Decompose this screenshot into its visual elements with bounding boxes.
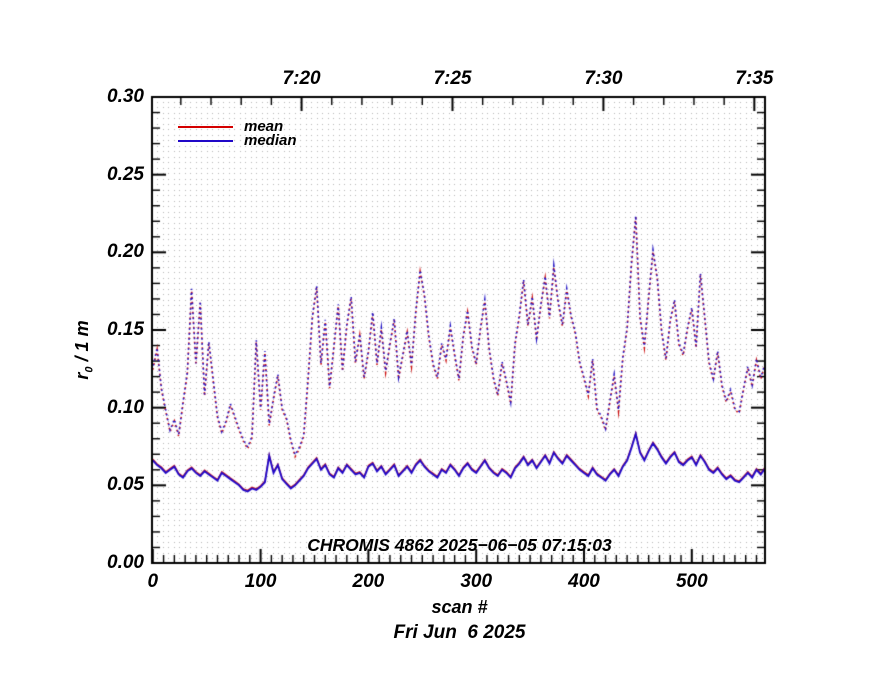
x-tick-label: 0 bbox=[147, 571, 159, 592]
x-axis-title: scan # bbox=[431, 597, 488, 617]
footer-date: Fri Jun 6 2025 bbox=[393, 622, 526, 643]
y-tick-label: 0.15 bbox=[107, 319, 144, 340]
x-tick-label: 100 bbox=[244, 571, 277, 592]
plot-annotation: CHROMIS 4862 2025−06−05 07:15:03 bbox=[307, 535, 612, 555]
y-axis-title-base: r bbox=[71, 372, 92, 380]
y-tick-label: 0.30 bbox=[107, 86, 144, 107]
legend-label-mean: mean bbox=[244, 118, 284, 135]
top-time-tick-label: 7:30 bbox=[584, 68, 623, 89]
y-tick-label: 0.25 bbox=[107, 163, 144, 185]
x-tick-label: 300 bbox=[460, 571, 493, 592]
legend-label-median: median bbox=[244, 132, 297, 149]
x-tick-label: 500 bbox=[675, 571, 708, 592]
top-time-tick-label: 7:25 bbox=[433, 68, 472, 89]
top-time-tick-label: 7:20 bbox=[282, 68, 321, 89]
y-tick-label: 0.10 bbox=[107, 396, 144, 418]
y-tick-label: 0.00 bbox=[107, 552, 144, 573]
y-tick-label: 0.05 bbox=[107, 474, 144, 496]
y-tick-label: 0.20 bbox=[107, 241, 144, 263]
legend-line-mean bbox=[178, 125, 233, 128]
y-axis-title-sub: 0 bbox=[83, 366, 96, 373]
top-time-tick-label: 7:35 bbox=[735, 68, 774, 89]
x-tick-label: 400 bbox=[568, 571, 600, 592]
x-tick-label: 200 bbox=[352, 571, 385, 592]
legend-line-median bbox=[178, 139, 233, 142]
